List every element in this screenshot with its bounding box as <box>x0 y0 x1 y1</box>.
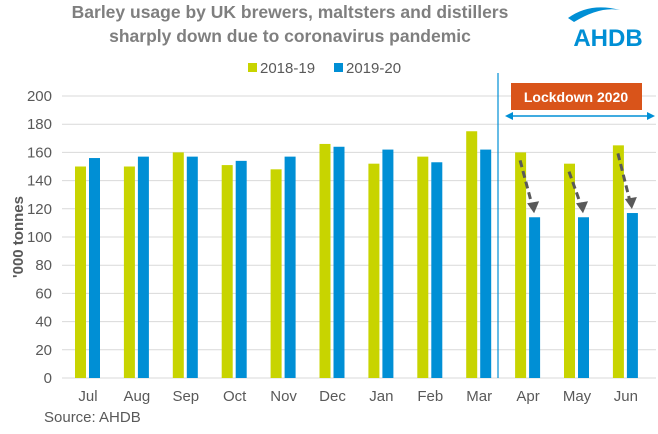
bar-2018-19-Jun <box>612 145 624 378</box>
bar-2018-19-Sep <box>172 152 184 378</box>
decline-arrow <box>616 152 632 202</box>
bar-2018-19-Dec <box>319 143 331 378</box>
bar-2019-20-Jun <box>626 213 638 378</box>
bar-2019-20-Feb <box>431 162 443 378</box>
bar-2018-19-Feb <box>417 156 429 378</box>
y-tick-label: 200 <box>27 88 52 105</box>
decline-arrow <box>518 160 534 206</box>
bar-2019-20-Jul <box>89 158 100 378</box>
arrowhead-right <box>647 112 655 120</box>
y-tick-label: 100 <box>27 229 52 246</box>
ahdb-logo: AHDB <box>568 7 643 50</box>
y-tick-label: 140 <box>27 173 52 190</box>
bar-2019-20-Oct <box>235 160 247 378</box>
bar-2019-20-May <box>578 217 589 378</box>
bar-2019-20-Sep <box>186 156 198 378</box>
y-tick-label: 160 <box>27 144 52 161</box>
legend-swatch <box>248 63 257 72</box>
x-tick-label: Nov <box>270 388 297 405</box>
x-tick-label: Sep <box>172 388 199 405</box>
y-axis-label: '000 tonnes <box>10 196 27 278</box>
legend-label: 2018-19 <box>260 60 315 77</box>
x-tick-label: Jul <box>78 388 97 405</box>
arrowhead-left <box>505 112 513 120</box>
chart-title-line-2: sharply down due to coronavirus pandemic <box>109 26 471 46</box>
x-tick-label: Jun <box>614 388 638 405</box>
x-tick-label: Feb <box>417 388 443 405</box>
legend-label: 2019-20 <box>346 60 401 77</box>
chart-title-line-1: Barley usage by UK brewers, maltsters an… <box>71 2 509 22</box>
bar-2018-19-Jul <box>75 166 86 378</box>
x-tick-label: Aug <box>124 388 151 405</box>
y-tick-label: 180 <box>27 116 52 133</box>
bar-2019-20-Nov <box>284 156 296 378</box>
bar-2018-19-Apr <box>515 152 527 378</box>
bar-2018-19-Oct <box>221 165 233 378</box>
bar-2018-19-Nov <box>270 169 282 378</box>
y-tick-label: 120 <box>27 201 52 218</box>
y-tick-label: 20 <box>35 342 52 359</box>
x-tick-label: Dec <box>319 388 346 405</box>
x-tick-label: Apr <box>516 388 539 405</box>
y-tick-label: 0 <box>44 370 52 387</box>
y-tick-label: 40 <box>35 314 52 331</box>
x-tick-label: Jan <box>369 388 393 405</box>
x-tick-label: Mar <box>466 388 492 405</box>
y-tick-label: 80 <box>35 257 52 274</box>
bar-2018-19-May <box>564 163 575 378</box>
decline-arrowhead <box>527 201 540 214</box>
y-tick-label: 60 <box>35 285 52 302</box>
svg-text:AHDB: AHDB <box>573 25 642 50</box>
decline-arrowhead <box>576 201 588 214</box>
bar-2019-20-Mar <box>480 149 492 378</box>
bar-2018-19-Aug <box>123 166 135 378</box>
x-tick-label: Oct <box>223 388 247 405</box>
bar-2018-19-Jan <box>368 163 380 378</box>
bar-2019-20-Apr <box>529 217 541 378</box>
source-note: Source: AHDB <box>44 409 141 426</box>
lockdown-box <box>511 83 642 110</box>
bar-2019-20-Jan <box>382 149 394 378</box>
legend-swatch <box>334 63 343 72</box>
decline-arrow <box>567 171 583 206</box>
x-tick-label: May <box>563 388 592 405</box>
decline-arrowhead <box>624 197 637 210</box>
bar-2019-20-Dec <box>333 146 345 378</box>
lockdown-label: Lockdown 2020 <box>524 89 628 105</box>
bar-2019-20-Aug <box>137 156 149 378</box>
bar-2018-19-Mar <box>466 131 478 378</box>
